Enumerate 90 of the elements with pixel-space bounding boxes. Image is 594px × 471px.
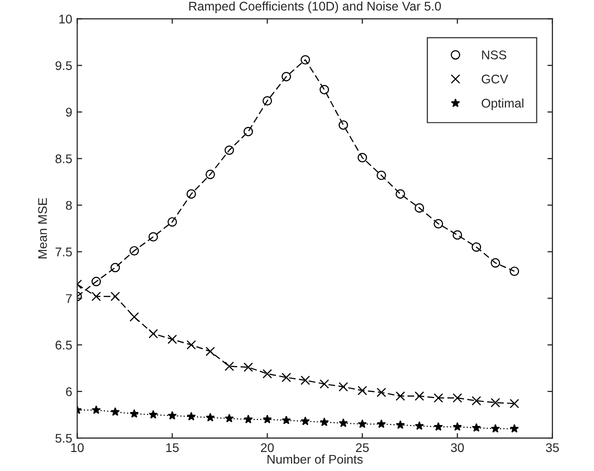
point (244, 362, 254, 372)
point (262, 369, 272, 378)
point (358, 152, 368, 162)
point (168, 410, 177, 420)
legend-label: Optimal (482, 98, 524, 110)
point (490, 258, 500, 268)
point (358, 419, 367, 428)
point (244, 414, 253, 424)
legend-label: GCV (482, 74, 508, 84)
point (282, 72, 292, 82)
point (224, 145, 234, 155)
point (206, 346, 215, 356)
y-tick-label: 5.5 (55, 434, 72, 443)
x-tick-label: 25 (356, 443, 369, 452)
point (244, 126, 254, 136)
y-tick-label: 7 (66, 294, 72, 303)
y-axis-title: Mean MSE (38, 198, 47, 258)
point (396, 420, 405, 429)
point (148, 328, 158, 338)
y-tick-label: 6 (66, 387, 72, 396)
point (300, 55, 310, 65)
point (92, 276, 101, 286)
point (92, 292, 101, 302)
point (186, 189, 196, 199)
point (300, 376, 310, 385)
point (472, 396, 482, 406)
point (206, 170, 215, 180)
x-axis-title: Number of Points (268, 454, 363, 464)
point (434, 393, 444, 403)
x-tick-label: 15 (166, 443, 179, 452)
point (168, 334, 177, 344)
x-tick-label: 20 (260, 443, 274, 452)
point (376, 419, 386, 428)
y-tick-label: 9 (66, 108, 72, 117)
point (320, 417, 329, 426)
x-tick-label: 35 (546, 443, 559, 452)
point (168, 217, 177, 227)
point (376, 170, 386, 180)
point (414, 421, 424, 430)
point (206, 412, 215, 422)
point (376, 388, 386, 398)
point (300, 416, 310, 426)
point (434, 422, 443, 431)
point (148, 410, 158, 419)
y-tick-label: 9.5 (56, 61, 72, 70)
y-tick-label: 6.5 (56, 340, 72, 350)
point (472, 423, 481, 432)
point (414, 203, 424, 213)
point (338, 418, 348, 428)
point (396, 189, 406, 199)
x-tick-label: 30 (450, 443, 464, 452)
point (130, 312, 139, 322)
point (130, 246, 139, 256)
point (110, 407, 120, 416)
point (320, 84, 330, 94)
point (414, 391, 424, 401)
point (452, 422, 462, 431)
point (130, 409, 139, 418)
point (186, 340, 196, 350)
point (490, 424, 500, 433)
point (510, 266, 520, 276)
point (224, 362, 234, 372)
point (510, 398, 520, 408)
y-tick-label: 8.5 (56, 154, 72, 164)
point (434, 219, 444, 228)
point (282, 372, 292, 382)
y-tick-label: 10 (59, 14, 72, 24)
legend-label: NSS (482, 50, 506, 60)
point (338, 382, 348, 392)
point (452, 393, 462, 403)
point (186, 412, 196, 421)
point (358, 386, 368, 396)
point (262, 414, 272, 424)
point (110, 292, 120, 302)
point (92, 405, 101, 414)
y-tick-label: 8 (66, 200, 72, 210)
point (224, 414, 234, 422)
point (148, 232, 158, 242)
point (472, 242, 482, 252)
point (338, 120, 348, 130)
point (396, 391, 406, 401)
point (490, 398, 500, 408)
point (282, 416, 291, 424)
point (320, 379, 330, 389)
y-tick-label: 7.5 (56, 248, 72, 256)
chart-title: Ramped Coefficients (10D) and Noise Var 5.0 (189, 1, 441, 14)
point (510, 424, 519, 433)
point (262, 96, 272, 106)
point (452, 230, 462, 240)
point (110, 262, 120, 272)
